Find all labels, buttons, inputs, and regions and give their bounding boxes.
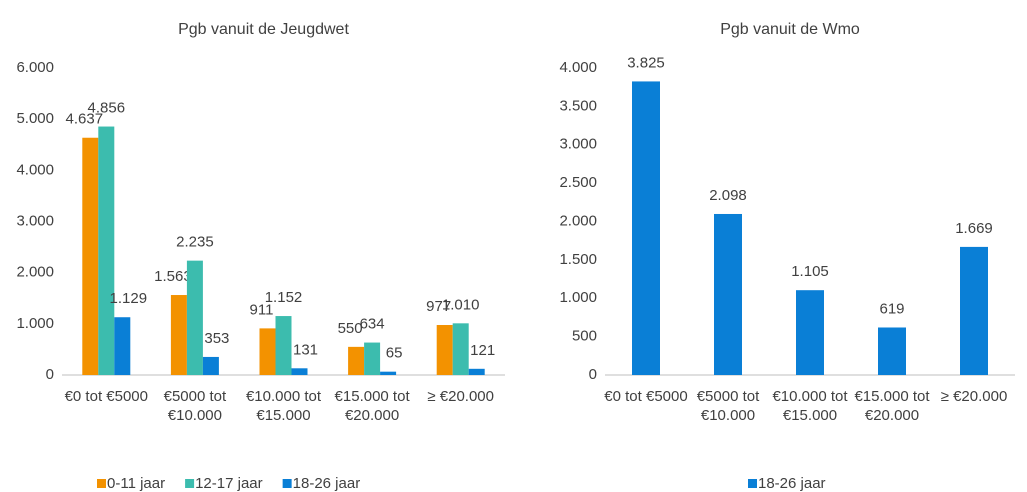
data-label: 2.235 — [176, 234, 214, 251]
data-label: 2.098 — [709, 187, 747, 204]
x-tick-label: €15.000 tot €20.000 — [334, 388, 410, 424]
y-tick-label: 3.500 — [559, 97, 597, 114]
y-tick-label: 1.000 — [559, 289, 597, 306]
legend-swatch — [282, 479, 292, 488]
y-tick-label: 3.000 — [559, 136, 597, 153]
bar — [380, 371, 397, 375]
bar — [275, 316, 292, 375]
y-tick-label: 2.000 — [559, 212, 597, 229]
y-tick-label: 0 — [46, 366, 54, 383]
x-tick-label: €0 tot €5000 — [64, 388, 148, 405]
legend-swatch — [748, 479, 757, 488]
bar — [291, 368, 308, 375]
bar — [878, 327, 906, 375]
chart-title: Pgb vanuit de Jeugdwet — [178, 21, 349, 38]
bar — [98, 126, 115, 375]
x-tick-label: €5000 tot €10.000 — [696, 388, 760, 424]
data-label: 977 — [426, 298, 451, 315]
bar — [114, 317, 131, 375]
data-label: 1.129 — [110, 290, 148, 307]
legend-label: 12-17 jaar — [195, 475, 263, 492]
data-label: 1.105 — [791, 263, 829, 280]
bar — [468, 368, 485, 375]
bar — [202, 356, 219, 375]
chart-title: Pgb vanuit de Wmo — [720, 21, 860, 38]
bar — [796, 290, 824, 375]
data-label: 550 — [338, 320, 363, 337]
y-tick-label: 6.000 — [16, 59, 54, 76]
bar — [82, 137, 99, 375]
x-tick-label: ≥ €20.000 — [940, 388, 1008, 405]
y-tick-label: 3.000 — [16, 212, 54, 229]
data-label: 634 — [360, 316, 385, 333]
data-label: 1.152 — [265, 289, 303, 306]
x-tick-label: €10.000 tot €15.000 — [772, 388, 848, 424]
bar — [259, 328, 276, 375]
bar — [452, 323, 469, 375]
x-tick-label: €5000 tot €10.000 — [163, 388, 227, 424]
x-tick-label: €0 tot €5000 — [604, 388, 688, 405]
bar — [436, 325, 453, 375]
bar — [364, 342, 381, 375]
y-tick-label: 1.500 — [559, 251, 597, 268]
y-tick-label: 2.000 — [16, 264, 54, 281]
legend-label: 0-11 jaar — [107, 475, 165, 492]
x-tick-label: €10.000 tot €15.000 — [245, 388, 322, 424]
y-tick-label: 4.000 — [559, 59, 597, 76]
x-tick-label: €15.000 tot €20.000 — [854, 388, 930, 424]
data-label: 1.669 — [955, 220, 993, 237]
bar — [632, 81, 660, 376]
data-label: 911 — [250, 301, 274, 318]
bar — [170, 295, 187, 375]
bar — [960, 246, 988, 375]
bar — [186, 260, 203, 375]
legend-label: 18-26 jaar — [758, 475, 826, 492]
data-label: 619 — [879, 300, 904, 317]
x-tick-label: ≥ €20.000 — [427, 388, 494, 405]
bar — [348, 346, 365, 375]
y-tick-label: 0 — [589, 366, 597, 383]
data-label: 353 — [204, 330, 229, 347]
legend-label: 18-26 jaar — [293, 475, 361, 492]
legend-swatch — [97, 479, 106, 488]
data-label: 3.825 — [627, 54, 665, 71]
bar — [714, 213, 742, 375]
data-label: 4.856 — [88, 100, 126, 117]
legend-swatch — [185, 479, 195, 488]
y-tick-label: 1.000 — [16, 315, 54, 332]
y-tick-label: 2.500 — [559, 174, 597, 191]
data-label: 1.563 — [154, 268, 192, 285]
data-label: 4.637 — [66, 111, 104, 128]
y-tick-label: 5.000 — [16, 110, 54, 127]
y-tick-label: 4.000 — [16, 161, 54, 178]
data-label: 121 — [470, 342, 495, 359]
data-label: 65 — [386, 345, 403, 362]
data-label: 131 — [293, 341, 318, 358]
y-tick-label: 500 — [572, 328, 597, 345]
data-label: 1.010 — [442, 296, 480, 313]
